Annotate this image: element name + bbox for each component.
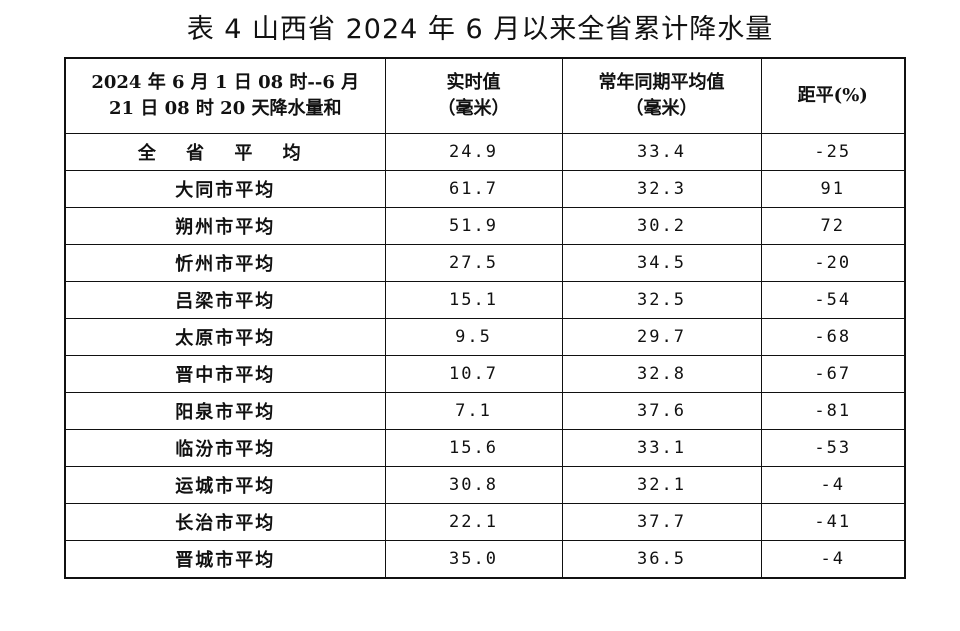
header-actual-line2: （毫米）: [437, 98, 510, 119]
table-body: 全 省 平 均 24.9 33.4 -25 大同市平均 61.7 32.3 91 朔州市平均 51…: [64, 133, 906, 579]
region-name-cell: 晋中市平均: [64, 355, 386, 393]
normal-value-cell: 29.7: [561, 318, 762, 356]
anomaly-value-cell: -41: [760, 503, 906, 541]
table-row: 朔州市平均 51.9 30.2 72: [64, 207, 906, 245]
actual-value-cell: 9.5: [384, 318, 563, 356]
normal-value-cell: 32.5: [561, 281, 762, 319]
anomaly-value-cell: -4: [760, 466, 906, 504]
actual-value-cell: 22.1: [384, 503, 563, 541]
anomaly-value-cell: -53: [760, 429, 906, 467]
table-row: 临汾市平均 15.6 33.1 -53: [64, 429, 906, 467]
header-normal-line1: 常年同期平均值: [598, 72, 725, 93]
table-row: 吕梁市平均 15.1 32.5 -54: [64, 281, 906, 319]
region-name-cell: 晋城市平均: [64, 540, 386, 579]
header-row: 2024 年 6 月 1 日 08 时--6 月 21 日 08 时 20 天降…: [64, 57, 906, 134]
actual-value-cell: 7.1: [384, 392, 563, 430]
normal-value-cell: 32.8: [561, 355, 762, 393]
table-row: 长治市平均 22.1 37.7 -41: [64, 503, 906, 541]
actual-value-cell: 10.7: [384, 355, 563, 393]
table-row: 忻州市平均 27.5 34.5 -20: [64, 244, 906, 282]
region-name-cell: 临汾市平均: [64, 429, 386, 467]
region-name-cell: 吕梁市平均: [64, 281, 386, 319]
table-row: 大同市平均 61.7 32.3 91: [64, 170, 906, 208]
anomaly-value-cell: -67: [760, 355, 906, 393]
region-name-cell: 全 省 平 均: [64, 133, 386, 171]
header-period-line1: 2024 年 6 月 1 日 08 时--6 月: [91, 72, 360, 93]
anomaly-value-cell: -81: [760, 392, 906, 430]
anomaly-value-cell: 72: [760, 207, 906, 245]
normal-value-cell: 37.6: [561, 392, 762, 430]
region-name-cell: 运城市平均: [64, 466, 386, 504]
actual-value-cell: 51.9: [384, 207, 563, 245]
region-name-cell: 朔州市平均: [64, 207, 386, 245]
anomaly-value-cell: -68: [760, 318, 906, 356]
normal-value-cell: 37.7: [561, 503, 762, 541]
header-anomaly: 距平(%): [760, 57, 906, 134]
anomaly-value-cell: -54: [760, 281, 906, 319]
actual-value-cell: 24.9: [384, 133, 563, 171]
header-normal-line2: （毫米）: [625, 98, 698, 119]
anomaly-value-cell: 91: [760, 170, 906, 208]
table-title: 表 4 山西省 2024 年 6 月以来全省累计降水量: [186, 14, 774, 45]
actual-value-cell: 15.1: [384, 281, 563, 319]
table-row: 晋中市平均 10.7 32.8 -67: [64, 355, 906, 393]
region-name-cell: 长治市平均: [64, 503, 386, 541]
table-row: 晋城市平均 35.0 36.5 -4: [64, 540, 906, 579]
header-normal: 常年同期平均值 （毫米）: [561, 57, 762, 134]
actual-value-cell: 61.7: [384, 170, 563, 208]
actual-value-cell: 15.6: [384, 429, 563, 467]
header-actual: 实时值 （毫米）: [384, 57, 563, 134]
region-name-cell: 忻州市平均: [64, 244, 386, 282]
header-period-line2: 21 日 08 时 20 天降水量和: [109, 98, 342, 119]
normal-value-cell: 34.5: [561, 244, 762, 282]
actual-value-cell: 35.0: [384, 540, 563, 579]
table-row: 阳泉市平均 7.1 37.6 -81: [64, 392, 906, 430]
normal-value-cell: 33.4: [561, 133, 762, 171]
precipitation-table: 2024 年 6 月 1 日 08 时--6 月 21 日 08 时 20 天降…: [64, 57, 906, 579]
normal-value-cell: 30.2: [561, 207, 762, 245]
region-name-cell: 大同市平均: [64, 170, 386, 208]
header-actual-line1: 实时值: [446, 72, 501, 93]
normal-value-cell: 32.1: [561, 466, 762, 504]
region-name-cell: 阳泉市平均: [64, 392, 386, 430]
anomaly-value-cell: -4: [760, 540, 906, 579]
table-row: 全 省 平 均 24.9 33.4 -25: [64, 133, 906, 171]
normal-value-cell: 33.1: [561, 429, 762, 467]
region-name-cell: 太原市平均: [64, 318, 386, 356]
actual-value-cell: 27.5: [384, 244, 563, 282]
table-row: 运城市平均 30.8 32.1 -4: [64, 466, 906, 504]
actual-value-cell: 30.8: [384, 466, 563, 504]
table-row: 太原市平均 9.5 29.7 -68: [64, 318, 906, 356]
normal-value-cell: 32.3: [561, 170, 762, 208]
normal-value-cell: 36.5: [561, 540, 762, 579]
anomaly-value-cell: -20: [760, 244, 906, 282]
header-period: 2024 年 6 月 1 日 08 时--6 月 21 日 08 时 20 天降…: [64, 57, 386, 134]
anomaly-value-cell: -25: [760, 133, 906, 171]
